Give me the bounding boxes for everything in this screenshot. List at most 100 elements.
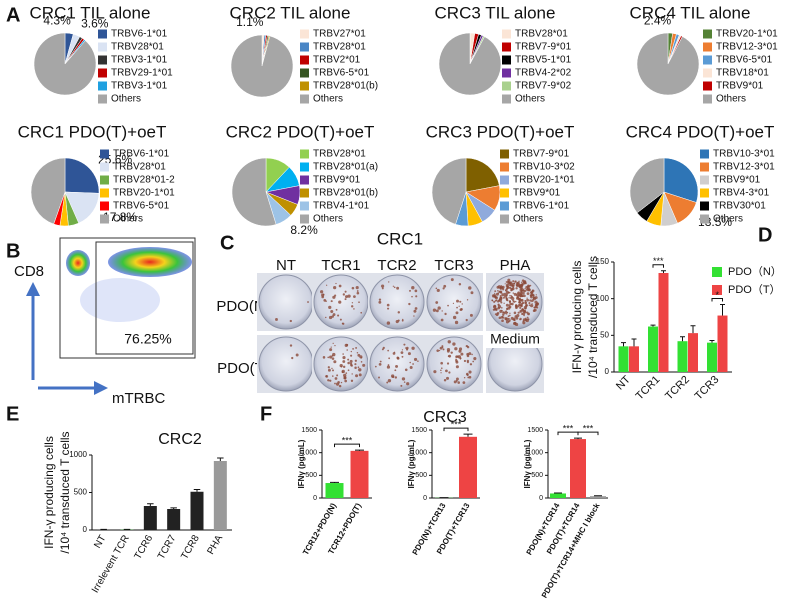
- pie-slice: [465, 157, 500, 193]
- spot: [404, 347, 407, 349]
- spot: [525, 304, 528, 307]
- panel-label: D: [758, 224, 772, 246]
- spot: [525, 285, 529, 289]
- y-tick-label: 0: [313, 495, 317, 502]
- spot: [343, 376, 347, 380]
- spot: [505, 293, 508, 297]
- legend-swatch: [712, 285, 722, 295]
- spot: [443, 378, 447, 382]
- well: [369, 336, 425, 392]
- spot: [395, 364, 399, 368]
- spot: [320, 290, 324, 294]
- chart-title: CRC3 TIL alone: [435, 3, 556, 22]
- legend-label: TRBV9*01: [513, 188, 561, 199]
- spot: [392, 285, 395, 287]
- error-bar: [631, 338, 637, 347]
- legend-swatch: [100, 175, 109, 185]
- bar: [658, 273, 669, 372]
- chart-title: CRC4 PDO(T)+oeT: [626, 122, 775, 141]
- spot: [526, 316, 529, 319]
- legend-swatch: [98, 81, 107, 91]
- spot: [404, 368, 408, 372]
- spot: [323, 298, 327, 302]
- y-tick-label: 1000: [301, 450, 317, 457]
- legend-label: TRBV4-1*01: [313, 201, 370, 212]
- spot: [512, 318, 515, 321]
- spot: [351, 286, 355, 290]
- spot: [523, 290, 526, 293]
- spot: [505, 290, 510, 295]
- spot: [501, 285, 505, 289]
- spot: [456, 306, 458, 309]
- spot: [466, 299, 469, 301]
- spot: [356, 290, 359, 292]
- spot: [526, 292, 530, 296]
- spot: [447, 304, 449, 307]
- spot: [510, 289, 513, 292]
- legend-label: TRBV28*01(b): [313, 81, 378, 92]
- legend-swatch: [98, 29, 107, 39]
- spot: [493, 300, 496, 303]
- spot: [357, 353, 361, 357]
- legend-swatch: [502, 29, 511, 39]
- spot: [495, 309, 498, 311]
- spot: [358, 301, 360, 304]
- legend-swatch: [500, 201, 509, 211]
- spot: [468, 375, 472, 379]
- pie-chart: CRC2 PDO(T)+oeT 8.2% TRBV28*01 TRBV28*01(a)…: [226, 122, 378, 237]
- spot: [414, 307, 418, 310]
- spot: [344, 298, 347, 301]
- spot: [502, 313, 505, 317]
- legend-swatch: [703, 42, 712, 52]
- legend-label: PDO（T）: [728, 283, 781, 296]
- legend-swatch: [98, 94, 107, 104]
- legend-swatch: [502, 94, 511, 104]
- spot: [455, 360, 459, 364]
- legend-label: Others: [113, 214, 143, 225]
- legend-label: PDO（N）: [728, 265, 782, 278]
- legend-label: TRBV20-1*01: [113, 188, 175, 199]
- spot: [346, 344, 348, 346]
- spot: [516, 313, 520, 318]
- pie-slice: [636, 32, 700, 96]
- legend-label: TRBV4-3*01: [713, 188, 770, 199]
- spot: [497, 304, 502, 309]
- spot: [526, 311, 529, 314]
- significance-bracket: [443, 427, 469, 432]
- legend-swatch: [700, 149, 709, 159]
- spot: [510, 302, 514, 306]
- spot: [387, 364, 390, 366]
- spot: [347, 358, 350, 361]
- spot: [443, 284, 447, 288]
- spot: [492, 305, 497, 309]
- spot: [505, 307, 509, 311]
- spot: [502, 316, 505, 319]
- spot: [461, 303, 463, 305]
- spot: [500, 309, 502, 312]
- slice-label: 8.2%: [290, 223, 318, 237]
- spot: [469, 363, 473, 366]
- spot: [408, 302, 411, 306]
- spot: [459, 300, 462, 303]
- spot: [437, 306, 441, 310]
- spot: [462, 381, 466, 385]
- y-tick-label: 500: [305, 472, 317, 479]
- legend-swatch: [300, 81, 309, 91]
- pie-slice: [438, 32, 502, 96]
- spot: [512, 292, 515, 294]
- spot: [326, 284, 328, 286]
- spot: [401, 319, 404, 322]
- spot: [435, 309, 439, 313]
- spot: [413, 357, 418, 362]
- spot: [403, 381, 406, 383]
- spot: [513, 311, 517, 315]
- spot: [509, 314, 511, 317]
- error-bar: [720, 304, 725, 316]
- spot: [470, 291, 474, 295]
- x-tick-label: TCR8: [179, 533, 202, 561]
- spot: [386, 365, 391, 369]
- legend-swatch: [502, 55, 511, 65]
- spot: [406, 382, 410, 386]
- legend-label: TRBV7-9*02: [515, 81, 572, 92]
